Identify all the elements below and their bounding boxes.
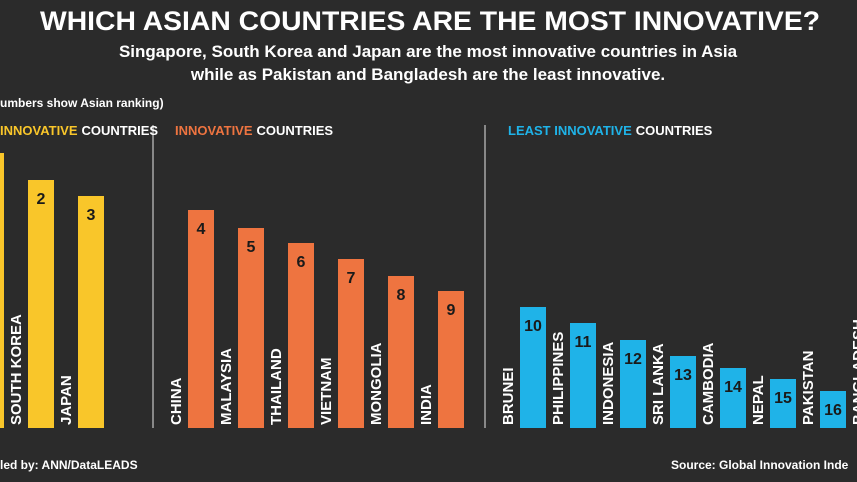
- bar: [338, 259, 364, 428]
- bar: [570, 323, 596, 428]
- bar: [388, 276, 414, 428]
- group-header: INNOVATIVE COUNTRIES: [175, 123, 333, 138]
- category-label: INDIA: [418, 384, 435, 425]
- bar: [0, 153, 4, 428]
- bar: [770, 379, 796, 428]
- bar: [670, 356, 696, 428]
- bar: [820, 391, 846, 428]
- bar: [620, 340, 646, 428]
- bar: [28, 180, 54, 428]
- rank-label: 8: [397, 287, 406, 304]
- group-label: COUNTRIES: [636, 123, 713, 138]
- category-label: INDONESIA: [600, 341, 617, 425]
- category-label: PAKISTAN: [800, 351, 817, 425]
- source: Source: Global Innovation Inde: [671, 458, 849, 472]
- rank-label: 5: [247, 239, 256, 256]
- category-label: CAMBODIA: [700, 342, 717, 425]
- note: umbers show Asian ranking): [0, 96, 164, 110]
- category-label: VIETNAM: [318, 358, 335, 426]
- category-label: BRUNEI: [500, 367, 517, 425]
- bar: [78, 196, 104, 428]
- rank-label: 11: [575, 334, 592, 351]
- rank-label: 7: [347, 270, 356, 287]
- group-highlight: INNOVATIVE: [175, 123, 253, 138]
- bar: [520, 307, 546, 428]
- category-label: NEPAL: [750, 375, 767, 425]
- group-label: COUNTRIES: [257, 123, 334, 138]
- subtitle: while as Pakistan and Bangladesh are the…: [190, 65, 665, 84]
- rank-label: 2: [37, 191, 46, 208]
- rank-label: 15: [774, 390, 792, 407]
- category-label: THAILAND: [268, 348, 285, 425]
- rank-label: 14: [724, 379, 742, 396]
- group-highlight: LEAST INNOVATIVE: [508, 123, 632, 138]
- chart-title: WHICH ASIAN COUNTRIES ARE THE MOST INNOV…: [40, 6, 820, 36]
- group-label: COUNTRIES: [82, 123, 159, 138]
- rank-label: 3: [87, 207, 96, 224]
- rank-label: 13: [674, 367, 692, 384]
- rank-label: 12: [624, 351, 642, 368]
- rank-label: 9: [447, 302, 456, 319]
- bar: [288, 243, 314, 428]
- category-label: BANGLADESH: [850, 319, 857, 425]
- category-label: MALAYSIA: [218, 348, 235, 425]
- category-label: SOUTH KOREA: [8, 314, 25, 425]
- category-label: CHINA: [168, 377, 185, 425]
- rank-label: 10: [524, 318, 542, 335]
- credit: led by: ANN/DataLEADS: [0, 458, 138, 472]
- bar: [188, 210, 214, 428]
- bar: [720, 368, 746, 428]
- bar: [438, 291, 464, 428]
- rank-label: 6: [297, 254, 306, 271]
- bar: [238, 228, 264, 428]
- category-label: MONGOLIA: [368, 342, 385, 425]
- subtitle: Singapore, South Korea and Japan are the…: [119, 42, 738, 61]
- group-header: INNOVATIVE COUNTRIES: [0, 123, 158, 138]
- rank-label: 16: [824, 402, 842, 419]
- group-highlight: INNOVATIVE: [0, 123, 78, 138]
- rank-label: 4: [197, 221, 206, 238]
- group-header: LEAST INNOVATIVE COUNTRIES: [508, 123, 713, 138]
- category-label: SRI LANKA: [650, 343, 667, 425]
- category-label: PHILIPPINES: [550, 332, 567, 425]
- category-label: JAPAN: [58, 375, 75, 425]
